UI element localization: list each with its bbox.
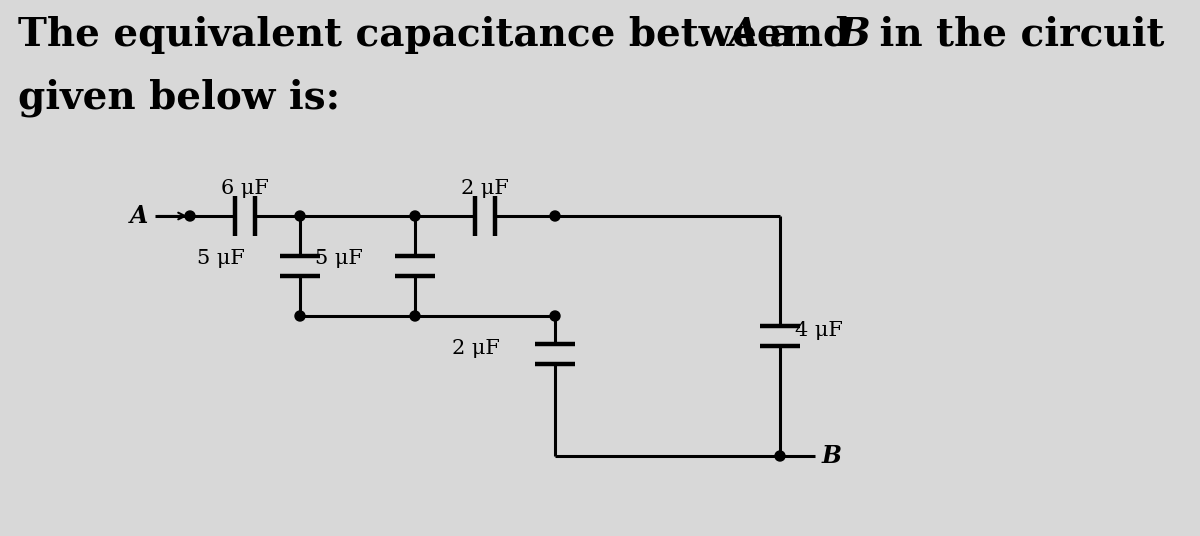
Text: 5 μF: 5 μF [316, 249, 364, 267]
Circle shape [295, 211, 305, 221]
Text: 2 μF: 2 μF [461, 179, 509, 198]
Text: 5 μF: 5 μF [197, 249, 245, 267]
Circle shape [775, 451, 785, 461]
Text: 2 μF: 2 μF [452, 339, 500, 359]
Text: 6 μF: 6 μF [221, 179, 269, 198]
Text: in the circuit: in the circuit [866, 16, 1164, 54]
Text: B: B [838, 16, 871, 54]
Text: B: B [822, 444, 842, 468]
Circle shape [410, 211, 420, 221]
Text: and: and [756, 16, 864, 54]
Circle shape [410, 311, 420, 321]
Circle shape [550, 311, 560, 321]
Circle shape [550, 211, 560, 221]
Text: A: A [130, 204, 148, 228]
Text: The equivalent capacitance between: The equivalent capacitance between [18, 16, 823, 54]
Text: 4 μF: 4 μF [796, 321, 842, 339]
Circle shape [295, 311, 305, 321]
Text: given below is:: given below is: [18, 78, 340, 116]
Circle shape [185, 211, 194, 221]
Text: A: A [728, 16, 758, 54]
